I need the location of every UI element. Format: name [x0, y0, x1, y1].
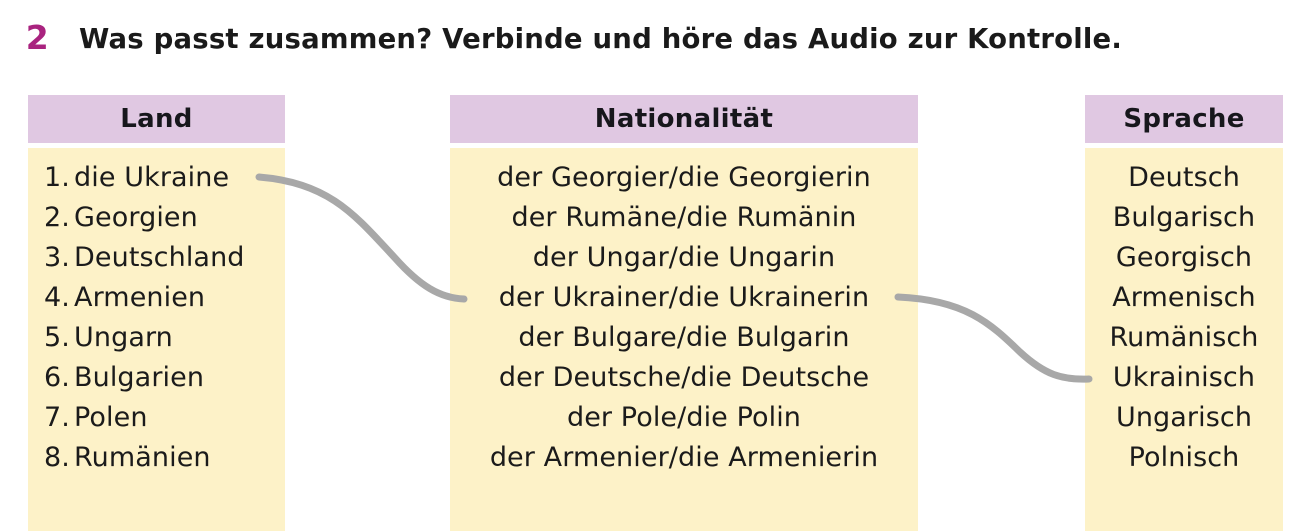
item-label: Deutschland	[74, 242, 245, 273]
list-item[interactable]: 1. die Ukraine	[44, 158, 285, 198]
exercise-number: 2	[25, 18, 49, 57]
column-body-nationalitaet: der Georgier/die Georgierin der Rumäne/d…	[450, 148, 918, 531]
list-item[interactable]: 8. Rumänien	[44, 438, 285, 478]
list-item[interactable]: der Armenier/die Armenierin	[489, 442, 879, 473]
item-label: Ungarn	[74, 322, 173, 353]
list-item[interactable]: Deutsch	[1128, 162, 1240, 193]
column-body-land: 1. die Ukraine 2. Georgien 3. Deutschland 4…	[28, 148, 285, 531]
item-number: 8.	[44, 442, 70, 473]
list-item[interactable]: Rumänisch	[1109, 322, 1259, 353]
item-label: Polen	[74, 402, 148, 433]
exercise-instruction: Was passt zusammen? Verbinde und höre da…	[79, 23, 1122, 55]
column-body-sprache: Deutsch Bulgarisch Georgisch Armenisch R…	[1085, 148, 1283, 531]
list-item[interactable]: der Deutsche/die Deutsche	[498, 362, 870, 393]
item-label: Bulgarien	[74, 362, 205, 393]
item-label: die Ukraine	[74, 162, 230, 193]
list-item[interactable]: Ungarisch	[1115, 402, 1253, 433]
item-number: 5.	[44, 322, 70, 353]
list-item[interactable]: Bulgarisch	[1112, 202, 1256, 233]
list-item[interactable]: der Bulgare/die Bulgarin	[518, 322, 850, 353]
item-label: Rumänien	[74, 442, 211, 473]
list-item[interactable]: 2. Georgien	[44, 198, 285, 238]
list-item[interactable]: Armenisch	[1112, 282, 1256, 313]
item-number: 3.	[44, 242, 70, 273]
item-number: 4.	[44, 282, 70, 313]
column-header-land: Land	[28, 95, 285, 143]
connector-ukrainer-ukrainisch	[894, 293, 1093, 383]
list-item[interactable]: der Pole/die Polin	[566, 402, 802, 433]
column-sprache: Sprache Deutsch Bulgarisch Georgisch Arm…	[1085, 95, 1283, 531]
list-item[interactable]: 4. Armenien	[44, 278, 285, 318]
list-item[interactable]: der Georgier/die Georgierin	[497, 162, 871, 193]
list-item[interactable]: Polnisch	[1128, 442, 1240, 473]
exercise-header: 2 Was passt zusammen? Verbinde und höre …	[0, 0, 1293, 88]
item-label: Georgien	[74, 202, 198, 233]
list-item[interactable]: 3. Deutschland	[44, 238, 285, 278]
list-item[interactable]: 5. Ungarn	[44, 318, 285, 358]
list-item[interactable]: der Ungar/die Ungarin	[532, 242, 836, 273]
item-number: 2.	[44, 202, 70, 233]
list-item[interactable]: Georgisch	[1115, 242, 1253, 273]
list-item[interactable]: der Rumäne/die Rumänin	[511, 202, 857, 233]
item-label: Armenien	[74, 282, 206, 313]
list-item[interactable]: 6. Bulgarien	[44, 358, 285, 398]
list-item[interactable]: 7. Polen	[44, 398, 285, 438]
column-nationalitaet: Nationalität der Georgier/die Georgierin…	[450, 95, 918, 531]
list-item[interactable]: der Ukrainer/die Ukrainerin	[498, 282, 870, 313]
list-item[interactable]: Ukrainisch	[1112, 362, 1256, 393]
column-header-sprache: Sprache	[1085, 95, 1283, 143]
column-header-nationalitaet: Nationalität	[450, 95, 918, 143]
connector-ukraine-ukrainer	[255, 173, 468, 303]
item-number: 1.	[44, 162, 70, 193]
item-number: 6.	[44, 362, 70, 393]
item-number: 7.	[44, 402, 70, 433]
column-land: Land 1. die Ukraine 2. Georgien 3. Deutschl…	[28, 95, 285, 531]
